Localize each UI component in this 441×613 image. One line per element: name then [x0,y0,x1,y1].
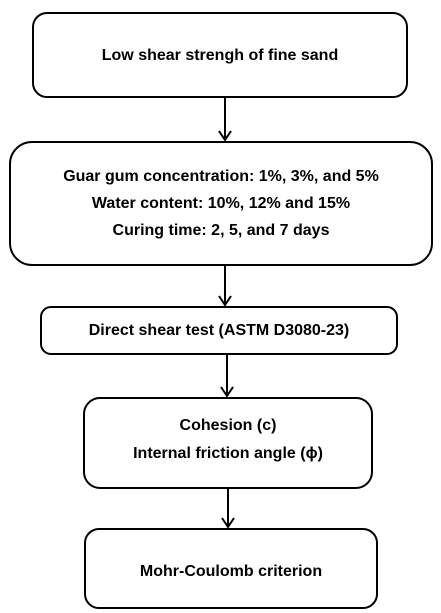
box-text: Direct shear test (ASTM D3080-23) [89,322,350,339]
box-text: Mohr-Coulomb criterion [140,563,322,580]
box-text: Water content: 10%, 12% and 15% [92,195,350,212]
box [9,141,433,266]
box [32,12,408,98]
box-text: Guar gum concentration: 1%, 3%, and 5% [63,168,379,185]
box [83,397,373,489]
box-text: Curing time: 2, 5, and 7 days [113,222,330,239]
box [84,528,378,609]
box-text: Low shear strengh of fine sand [102,47,338,64]
box [40,306,398,355]
arrow-head [221,517,235,529]
arrow-head [218,130,232,142]
arrow-head [218,295,232,307]
arrow-head [220,386,234,398]
box-text: Internal friction angle (ϕ) [133,445,323,462]
box-text: Cohesion (c) [180,417,277,434]
